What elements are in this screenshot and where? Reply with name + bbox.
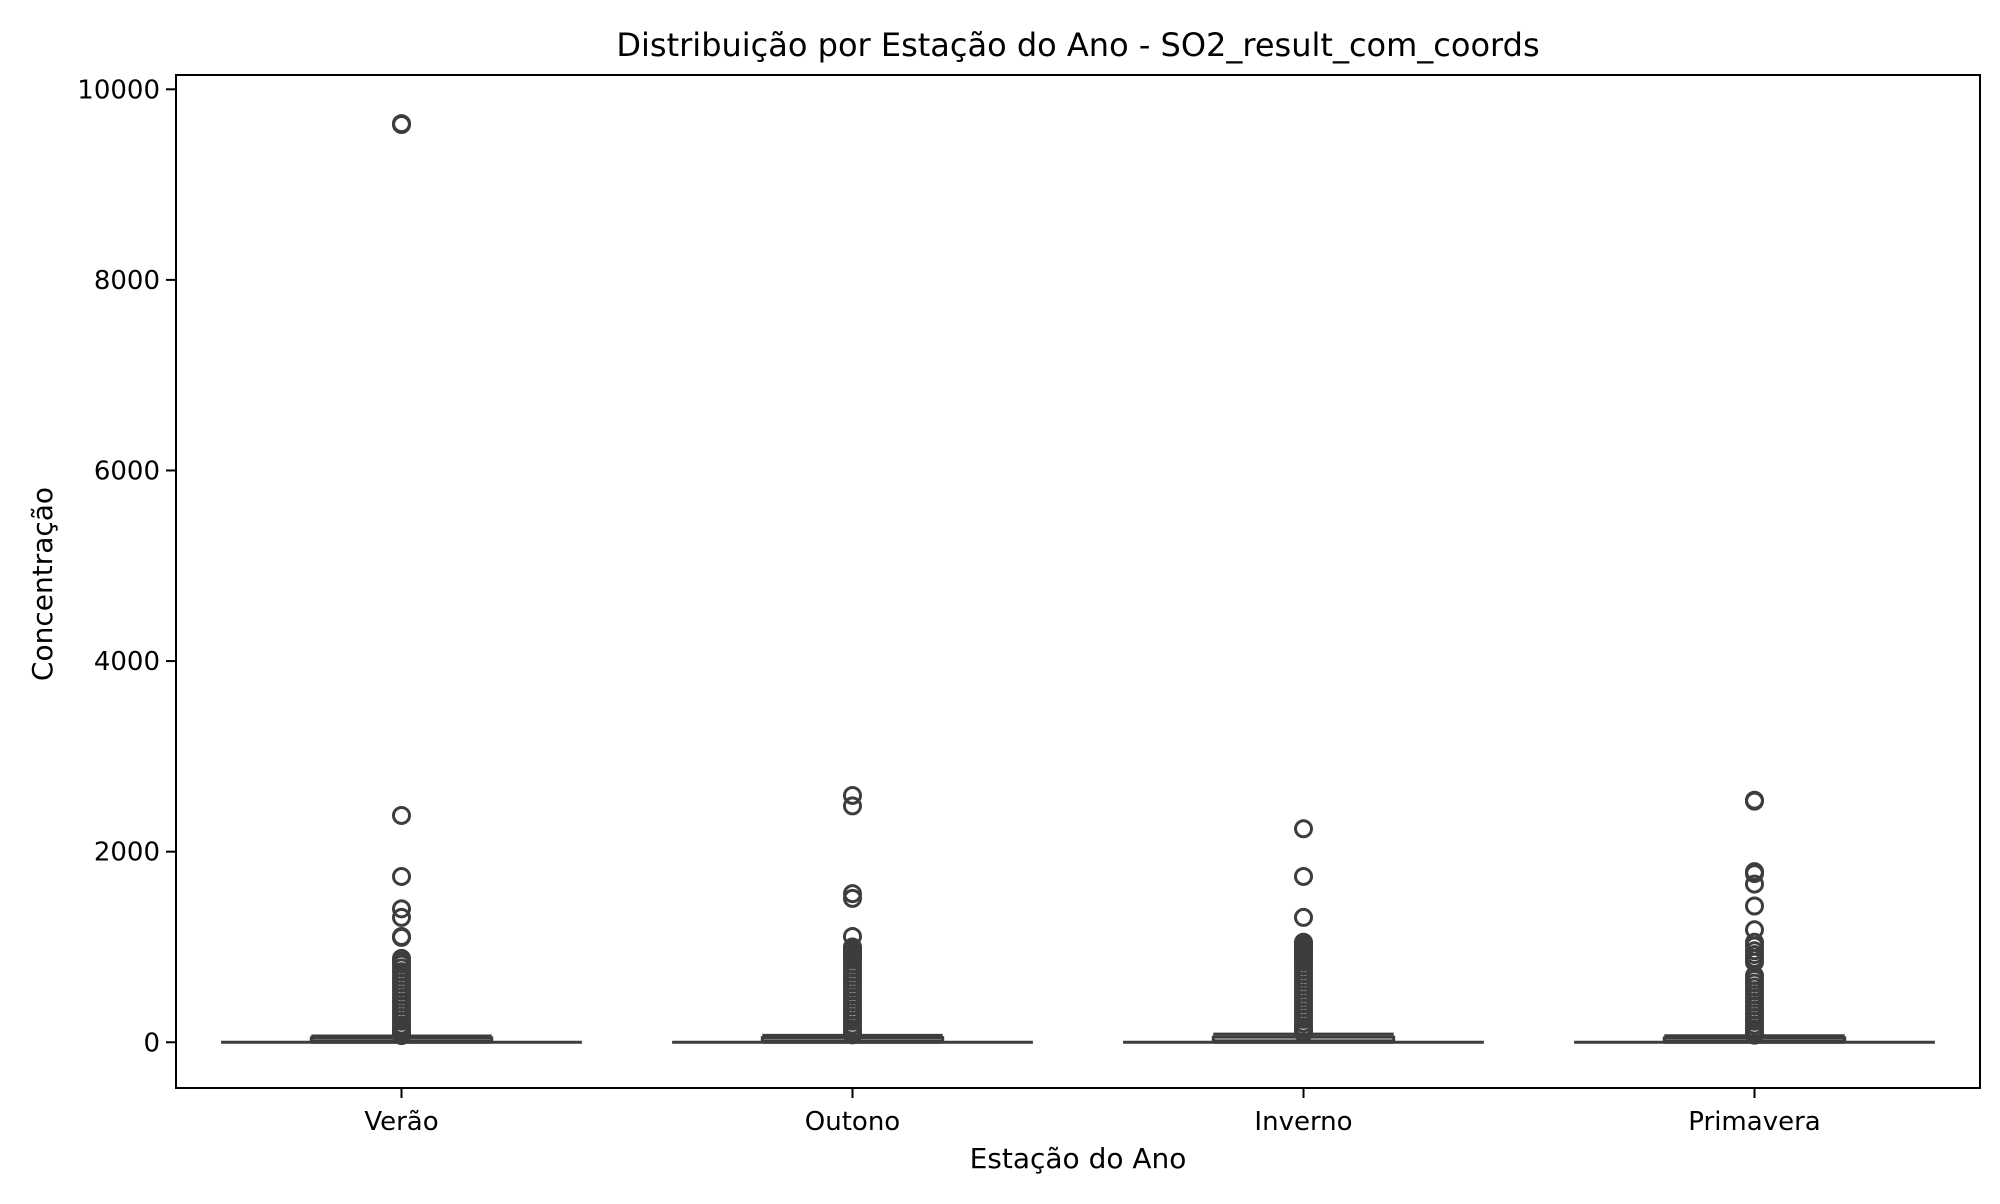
- outlier-point: [843, 785, 862, 805]
- y-tick-label: 2000: [94, 838, 160, 868]
- outlier-point: [392, 805, 411, 825]
- outlier-point: [1745, 791, 1764, 811]
- outlier-point: [1294, 907, 1313, 927]
- outlier-point: [843, 888, 862, 908]
- outlier-point: [843, 1025, 862, 1045]
- outlier-point: [1745, 874, 1764, 894]
- y-tick-label: 0: [143, 1028, 160, 1058]
- x-tick-label: Verão: [364, 1107, 438, 1137]
- outlier-point: [843, 796, 862, 816]
- outlier-point: [392, 115, 411, 135]
- x-tick-label: Inverno: [1254, 1107, 1352, 1137]
- outlier-point: [392, 866, 411, 886]
- outlier-point: [1294, 819, 1313, 839]
- outlier-point: [392, 1026, 411, 1046]
- outlier-point: [1745, 1025, 1764, 1045]
- plot-frame: [175, 74, 1981, 1089]
- outlier-point: [392, 907, 411, 927]
- outlier-point: [1294, 866, 1313, 886]
- outlier-point: [1745, 864, 1764, 884]
- y-axis-label: Concentração: [26, 487, 59, 681]
- outlier-point: [392, 899, 411, 919]
- chart-title: Distribuição por Estação do Ano - SO2_re…: [616, 26, 1539, 64]
- y-tick-label: 4000: [94, 647, 160, 677]
- y-tick-label: 8000: [94, 266, 160, 296]
- outlier-point: [1745, 896, 1764, 916]
- y-tick-label: 10000: [77, 75, 160, 105]
- x-tick-label: Primavera: [1688, 1107, 1820, 1137]
- x-axis-label: Estação do Ano: [970, 1142, 1187, 1175]
- outlier-point: [1294, 1023, 1313, 1043]
- plot-layer: 0 2000 4000 6000 8000 10000 Verão Outono Inverno…: [77, 75, 1935, 1137]
- outlier-point: [392, 927, 411, 947]
- y-tick-label: 6000: [94, 456, 160, 486]
- x-tick-label: Outono: [805, 1107, 900, 1137]
